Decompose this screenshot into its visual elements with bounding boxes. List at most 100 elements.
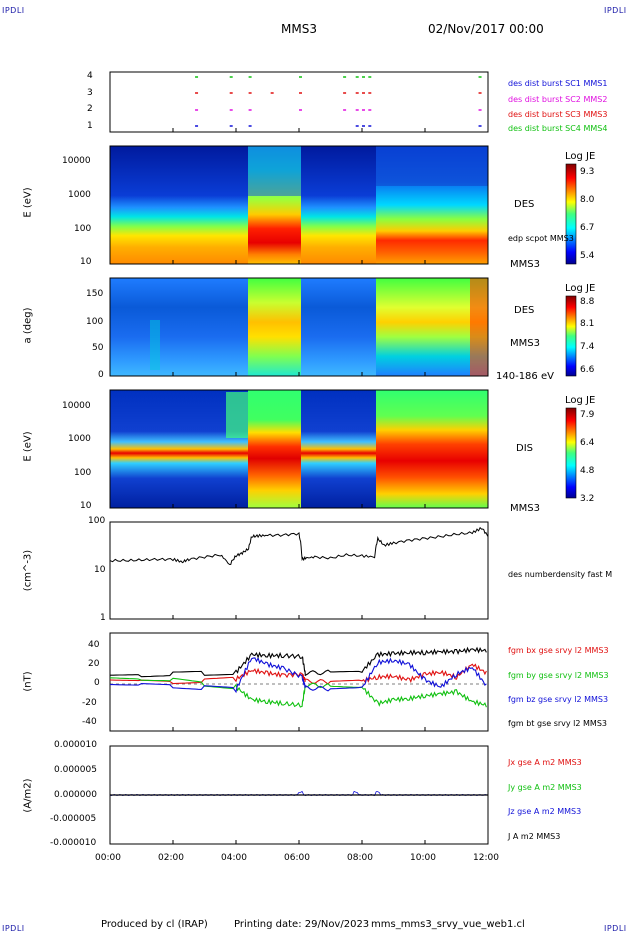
dis-energy-ytick-10: 10	[80, 501, 92, 511]
footer-filename: mms_mms3_srvy_vue_web1.cl	[371, 919, 525, 930]
burst-panel-frame	[109, 71, 489, 133]
des-energy-cbar-tick-2: 6.7	[580, 223, 595, 233]
dis-energy-cbar-tick-3: 3.2	[580, 494, 595, 504]
current-ytick-1: 0.000005	[54, 765, 97, 775]
dis-energy-cbar-tick-0: 7.9	[580, 410, 595, 420]
des-energy-ylabel: E (eV)	[22, 187, 34, 218]
bfield-legend-bt: fgm bt gse srvy l2 MMS3	[508, 719, 607, 728]
des-pitch-energy-range: 140-186 eV	[496, 371, 554, 382]
des-pitch-sc: MMS3	[510, 338, 540, 349]
bfield-legend-bz: fgm bz gse srvy l2 MMS3	[508, 695, 609, 704]
burst-label-mms1: des dist burst SC1 MMS1	[508, 79, 608, 88]
time-tick-label-2: 04:00	[221, 853, 247, 863]
density-line	[109, 526, 489, 566]
dis-energy-ytick-1000: 1000	[68, 434, 91, 444]
bz-line	[110, 656, 487, 694]
burst-ytick-3: 3	[87, 88, 93, 98]
des-energy-spectrogram	[110, 146, 488, 264]
time-tick-label-3: 06:00	[284, 853, 310, 863]
density-ytick-10: 10	[94, 565, 106, 575]
des-pitch-cbar-title: Log JE	[565, 283, 596, 294]
current-ytick-0: 0.000010	[54, 740, 97, 750]
des-energy-ytick-1000: 1000	[68, 190, 91, 200]
des-pitch-ytick-100: 100	[86, 317, 104, 327]
time-tick-label-5: 10:00	[410, 853, 436, 863]
bfield-ytick-0: 0	[94, 678, 100, 688]
bt-line	[110, 646, 487, 678]
des-pitch-colorbar	[565, 295, 577, 377]
burst-ytick-2: 2	[87, 104, 93, 114]
density-legend: des numberdensity fast M	[508, 570, 613, 579]
burst-label-mms2: des dist burst SC2 MMS2	[508, 95, 608, 104]
des-energy-sc: MMS3	[510, 259, 540, 270]
current-ytick-3: -0.000005	[50, 814, 97, 824]
des-pitch-species: DES	[514, 305, 535, 316]
des-pitch-spectrogram	[110, 278, 488, 376]
des-pitch-cbar-tick-2: 7.4	[580, 342, 595, 352]
footer-produced-by: Produced by cl (IRAP)	[101, 919, 208, 930]
dis-energy-ytick-100: 100	[74, 468, 92, 478]
current-legend-jy: Jy gse A m2 MMS3	[508, 783, 582, 792]
current-ytick-4: -0.000010	[50, 838, 97, 848]
burst-ytick-1: 1	[87, 121, 93, 131]
corner-mark-bottom-right: IPDLI	[604, 924, 627, 933]
des-pitch-cbar-tick-3: 6.6	[580, 365, 595, 375]
current-lines	[109, 790, 488, 797]
des-pitch-ytick-150: 150	[86, 289, 104, 299]
time-tick-label-4: 08:00	[347, 853, 373, 863]
burst-ytick-4: 4	[87, 71, 93, 81]
burst-marks	[195, 76, 482, 127]
bfield-ytick-m20: -20	[82, 698, 97, 708]
bfield-panel-frame	[109, 632, 489, 732]
current-ylabel: (A/m2)	[22, 778, 34, 813]
dis-energy-colorbar	[565, 407, 577, 499]
density-ylabel: (cm^-3)	[22, 549, 34, 592]
des-pitch-cbar-tick-0: 8.8	[580, 297, 595, 307]
des-pitch-cbar-tick-1: 8.1	[580, 319, 595, 329]
des-pitch-ylabel: a (deg)	[22, 307, 34, 344]
burst-label-mms3: des dist burst SC3 MMS3	[508, 110, 608, 119]
current-legend-j: J A m2 MMS3	[508, 832, 561, 841]
dis-energy-cbar-tick-1: 6.4	[580, 438, 595, 448]
des-energy-cbar-title: Log JE	[565, 151, 596, 162]
des-energy-cbar-tick-0: 9.3	[580, 167, 595, 177]
dis-energy-spectrogram	[110, 390, 488, 508]
time-tick-label-6: 12:00	[473, 853, 499, 863]
des-energy-colorbar	[565, 163, 577, 265]
bfield-legend-by: fgm by gse srvy l2 MMS3	[508, 671, 609, 680]
time-tick-label-1: 02:00	[158, 853, 184, 863]
dis-energy-ytick-10000: 10000	[62, 401, 91, 411]
dis-energy-cbar-tick-2: 4.8	[580, 466, 595, 476]
dis-energy-cbar-title: Log JE	[565, 395, 596, 406]
time-tick-marks	[109, 128, 489, 844]
des-energy-ytick-10000: 10000	[62, 156, 91, 166]
dis-energy-sc: MMS3	[510, 503, 540, 514]
des-energy-species: DES	[514, 199, 535, 210]
des-pitch-ytick-50: 50	[92, 343, 104, 353]
des-pitch-ytick-0: 0	[98, 370, 104, 380]
bfield-ytick-40: 40	[88, 640, 100, 650]
current-legend-jz: Jz gse A m2 MMS3	[508, 807, 582, 816]
bfield-legend-bx: fgm bx gse srvy l2 MMS3	[508, 646, 609, 655]
spacecraft-title: MMS3	[281, 22, 317, 36]
bfield-lines	[109, 646, 487, 708]
des-energy-ytick-100: 100	[74, 224, 92, 234]
density-ytick-100: 100	[88, 516, 106, 526]
current-ytick-2: 0.000000	[54, 790, 97, 800]
bx-line	[109, 663, 487, 685]
corner-mark-top-right: IPDLI	[604, 6, 627, 15]
des-energy-cbar-tick-1: 8.0	[580, 195, 595, 205]
des-energy-ytick-10: 10	[80, 257, 92, 267]
corner-mark-top-left: IPDLI	[2, 6, 25, 15]
bfield-ytick-20: 20	[88, 659, 100, 669]
dis-energy-species: DIS	[516, 443, 533, 454]
datetime-title: 02/Nov/2017 00:00	[428, 22, 544, 36]
dis-energy-ylabel: E (eV)	[22, 431, 34, 462]
time-tick-label-0: 00:00	[95, 853, 121, 863]
current-legend-jx: Jx gse A m2 MMS3	[508, 758, 582, 767]
burst-label-mms4: des dist burst SC4 MMS4	[508, 124, 608, 133]
des-energy-cbar-tick-3: 5.4	[580, 251, 595, 261]
density-ytick-1: 1	[100, 613, 106, 623]
bfield-ylabel: (nT)	[22, 671, 34, 692]
